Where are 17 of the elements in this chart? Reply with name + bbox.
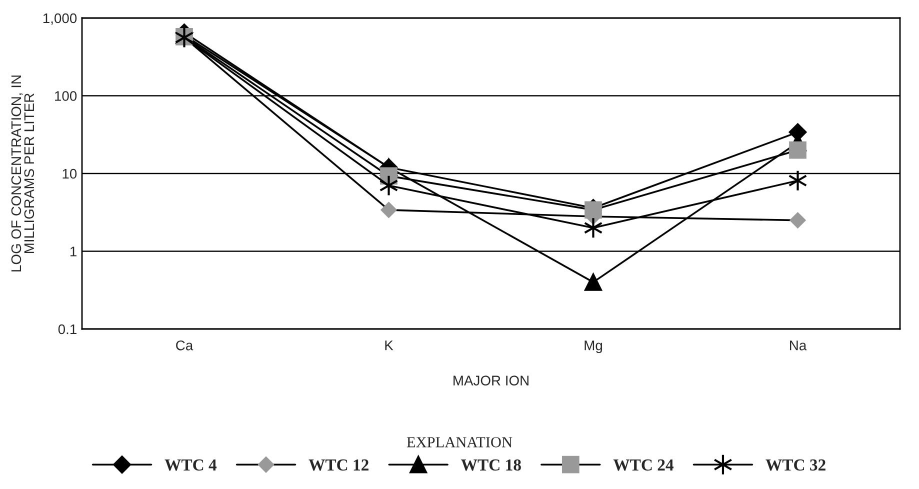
y-tick-label: 1,000	[43, 13, 77, 25]
x-tick-label: Mg	[584, 340, 602, 354]
y-tick-label: 100	[55, 91, 77, 101]
x-tick-label: Na	[790, 340, 807, 350]
legend-label: WTC 24	[613, 459, 674, 471]
y-tick-label: 1	[70, 246, 76, 256]
y-tick-label: 10	[62, 168, 77, 179]
legend-label: WTC 12	[308, 459, 368, 471]
legend-label: WTC 32	[766, 459, 826, 471]
y-axis-title: LOG OF CONCENTRATION, IN MILLIGRAMS PER LITER	[11, 76, 34, 272]
y-tick-label: 0.1	[58, 324, 76, 334]
legend-title: EXPLANATION	[406, 437, 512, 448]
legend-label: WTC 18	[461, 459, 521, 471]
x-tick-label: K	[385, 340, 394, 350]
x-tick-label: Ca	[176, 340, 194, 350]
x-axis-title: MAJOR ION	[454, 376, 528, 386]
legend-label: WTC 4	[164, 459, 217, 471]
